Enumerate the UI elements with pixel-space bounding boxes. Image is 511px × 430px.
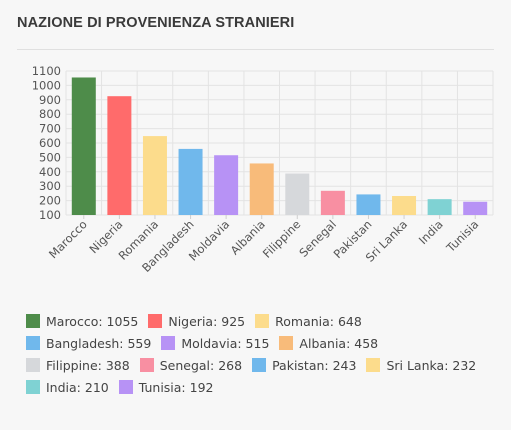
legend-item[interactable]: Senegal: 268	[139, 355, 243, 375]
legend-swatch	[161, 336, 176, 350]
legend-swatch	[139, 358, 154, 372]
legend-label: Filippine: 388	[46, 357, 130, 373]
legend-swatch	[26, 380, 40, 394]
y-tick-label: 1000	[32, 78, 61, 92]
legend-item[interactable]: Moldavia: 515	[161, 333, 269, 353]
legend-label: Senegal: 268	[159, 357, 243, 373]
legend-item[interactable]: Sri Lanka: 232	[366, 355, 476, 375]
legend-swatch	[26, 314, 40, 328]
legend-label: Romania: 648	[275, 313, 362, 329]
bar-filippine[interactable]	[285, 173, 310, 215]
chart-bars	[71, 77, 488, 215]
bar-moldavia[interactable]	[214, 155, 239, 215]
x-tick-label: India	[416, 217, 446, 247]
bar-pakistan[interactable]	[356, 194, 381, 215]
y-tick-label: 800	[39, 107, 61, 121]
chart-legend: Marocco: 1055 Nigeria: 925 Romania: 648 Ban…	[26, 311, 496, 397]
x-tick-label: Filippine	[260, 217, 304, 261]
y-tick-label: 400	[39, 165, 61, 179]
y-tick-label: 900	[39, 93, 61, 107]
legend-label: Marocco: 1055	[46, 313, 139, 329]
chart-grid	[65, 70, 494, 216]
x-axis: MaroccoNigeriaRomaniaBangladeshMoldaviaA…	[46, 215, 481, 275]
legend-label: Nigeria: 925	[168, 313, 246, 329]
legend-item[interactable]: Bangladesh: 559	[26, 333, 151, 353]
legend-swatch	[26, 336, 40, 350]
legend-swatch	[279, 336, 294, 350]
legend-item[interactable]: Romania: 648	[255, 311, 362, 331]
bar-marocco[interactable]	[71, 77, 96, 215]
bar-bangladesh[interactable]	[178, 148, 203, 215]
y-tick-label: 100	[39, 208, 61, 222]
legend-item[interactable]: Albania: 458	[279, 333, 378, 353]
y-tick-label: 700	[39, 122, 61, 136]
legend-item[interactable]: India: 210	[26, 377, 109, 397]
page-title: NAZIONE DI PROVENIENZA STRANIERI	[17, 15, 295, 31]
legend-item[interactable]: Marocco: 1055	[26, 311, 138, 331]
bar-india[interactable]	[427, 199, 452, 215]
title-divider	[17, 49, 494, 50]
legend-label: Moldavia: 515	[181, 335, 270, 351]
bar-senegal[interactable]	[320, 190, 345, 215]
legend-swatch	[255, 314, 270, 328]
legend-swatch	[26, 358, 40, 372]
legend-label: Tunisia: 192	[138, 379, 214, 395]
legend-item[interactable]: Tunisia: 192	[118, 377, 214, 397]
legend-label: Albania: 458	[299, 335, 379, 351]
legend-swatch	[366, 358, 381, 372]
y-tick-label: 1100	[32, 64, 61, 78]
y-tick-label: 200	[39, 194, 61, 208]
legend-swatch	[118, 380, 133, 394]
bar-sri-lanka[interactable]	[392, 195, 417, 215]
legend-label: Bangladesh: 559	[46, 335, 152, 351]
x-tick-label: Tunisia	[443, 217, 481, 255]
legend-item[interactable]: Nigeria: 925	[148, 311, 245, 331]
legend-label: Sri Lanka: 232	[386, 357, 477, 373]
legend-swatch	[148, 314, 163, 328]
legend-label: Pakistan: 243	[272, 357, 357, 373]
bar-tunisia[interactable]	[463, 201, 488, 215]
legend-item[interactable]: Filippine: 388	[26, 355, 130, 375]
y-tick-label: 500	[39, 150, 61, 164]
legend-swatch	[252, 358, 267, 372]
y-tick-label: 600	[39, 136, 61, 150]
y-tick-label: 300	[39, 179, 61, 193]
bar-romania[interactable]	[142, 136, 167, 215]
legend-item[interactable]: Pakistan: 243	[252, 355, 356, 375]
legend-label: India: 210	[46, 379, 109, 395]
bar-nigeria[interactable]	[107, 96, 132, 215]
bar-albania[interactable]	[249, 163, 274, 215]
x-tick-label: Marocco	[46, 217, 90, 261]
